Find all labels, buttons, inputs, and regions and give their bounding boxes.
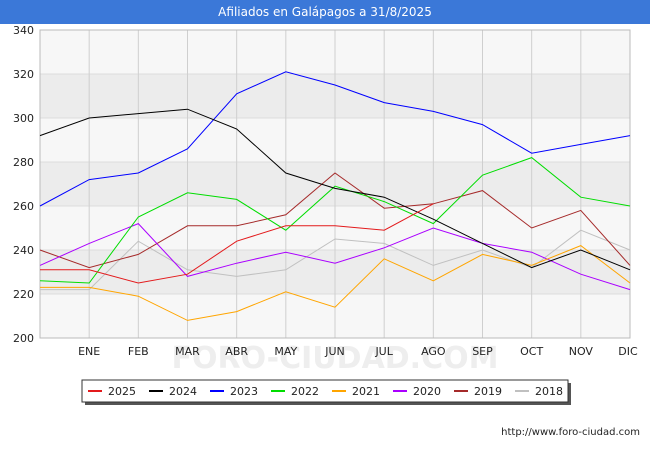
y-tick-label: 220 xyxy=(13,288,34,301)
legend-box xyxy=(81,379,569,403)
x-tick-label: ABR xyxy=(225,345,248,358)
watermark: FORO-CIUDAD.COM xyxy=(172,341,499,376)
x-tick-label: OCT xyxy=(520,345,543,358)
series-line-2019 xyxy=(39,172,631,269)
y-tick-label: 340 xyxy=(13,24,34,37)
x-tick-label: SEP xyxy=(472,345,493,358)
legend-label-2021: 2021 xyxy=(352,385,380,398)
legend-label-2024: 2024 xyxy=(169,385,197,398)
plot-frame xyxy=(39,29,631,339)
legend-label-2020: 2020 xyxy=(413,385,441,398)
legend-label-2022: 2022 xyxy=(291,385,319,398)
source-url: http://www.foro-ciudad.com xyxy=(501,427,640,438)
y-tick-label: 240 xyxy=(13,244,34,257)
x-tick-label: AGO xyxy=(421,345,446,358)
legend-label-2019: 2019 xyxy=(474,385,502,398)
legend-label-2025: 2025 xyxy=(108,385,136,398)
x-tick-label: JUL xyxy=(374,345,393,358)
legend-label-2018: 2018 xyxy=(535,385,563,398)
y-tick-label: 260 xyxy=(13,200,34,213)
series-line-2020 xyxy=(39,223,631,291)
x-tick-label: JUN xyxy=(324,345,345,358)
x-tick-label: ENE xyxy=(78,345,100,358)
legend-label-2023: 2023 xyxy=(230,385,258,398)
series-line-2022 xyxy=(39,157,631,284)
y-tick-label: 320 xyxy=(13,68,34,81)
x-tick-label: NOV xyxy=(569,345,594,358)
series-line-2024 xyxy=(39,108,631,271)
x-tick-label: FEB xyxy=(128,345,149,358)
y-tick-label: 200 xyxy=(13,332,34,345)
series-line-2021 xyxy=(40,245,631,321)
x-tick-label: DIC xyxy=(618,345,638,358)
y-tick-label: 280 xyxy=(13,156,34,169)
series-line-2025 xyxy=(40,203,434,284)
legend: 2025 2024 2023 2022 2021 2020 2019 2018 xyxy=(81,379,571,405)
y-tick-label: 300 xyxy=(13,112,34,125)
x-tick-label: MAR xyxy=(175,345,200,358)
chart-title: Afiliados en Galápagos a 31/8/2025 xyxy=(0,0,650,24)
series-line-2023 xyxy=(39,71,631,207)
x-tick-label: MAY xyxy=(274,345,297,358)
